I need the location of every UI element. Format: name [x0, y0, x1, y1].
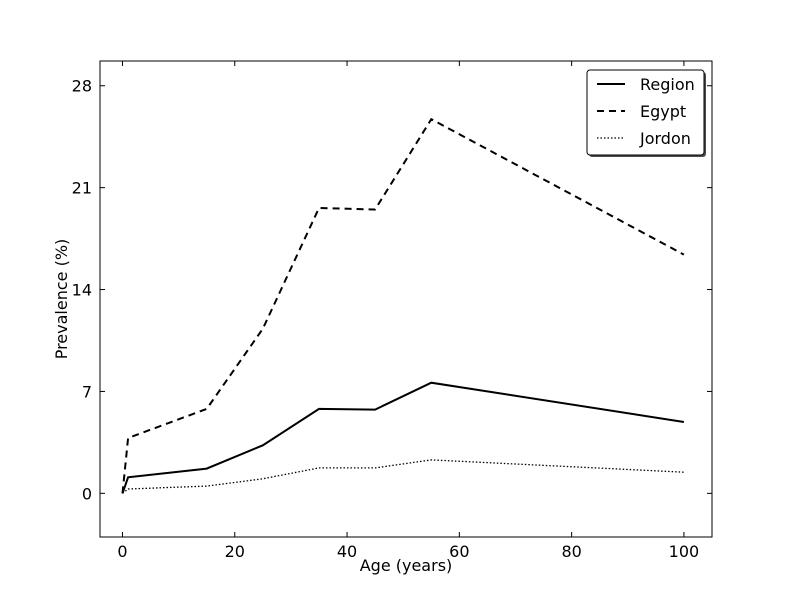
- y-tick-label: 28: [72, 77, 92, 96]
- y-tick-label: 0: [82, 484, 92, 503]
- legend-label-egypt: Egypt: [640, 102, 686, 121]
- x-tick-label: 100: [669, 542, 700, 561]
- plot-area: [99, 60, 713, 538]
- y-tick-label: 21: [72, 179, 92, 198]
- x-tick-label: 0: [117, 542, 127, 561]
- legend: Region Egypt Jordon: [586, 69, 706, 157]
- x-tick-label: 40: [337, 542, 357, 561]
- axis-ticks: 0 20 40 60 80 100 0 7 14 21 28: [72, 61, 712, 561]
- legend-label-jordon: Jordon: [639, 129, 691, 148]
- x-axis-label: Age (years): [360, 556, 453, 575]
- y-axis-label: Prevalence (%): [52, 239, 71, 360]
- y-tick-label: 7: [82, 382, 92, 401]
- series-line-egypt: [121, 117, 685, 494]
- x-tick-label: 80: [561, 542, 581, 561]
- axes-frame: [99, 60, 713, 538]
- y-tick-label: 14: [72, 281, 92, 300]
- legend-box: [586, 69, 705, 156]
- series-line-jordon: [122, 459, 684, 494]
- x-tick-label: 60: [449, 542, 469, 561]
- series-line-region: [121, 381, 685, 494]
- legend-label-region: Region: [640, 75, 695, 94]
- x-tick-label: 20: [225, 542, 245, 561]
